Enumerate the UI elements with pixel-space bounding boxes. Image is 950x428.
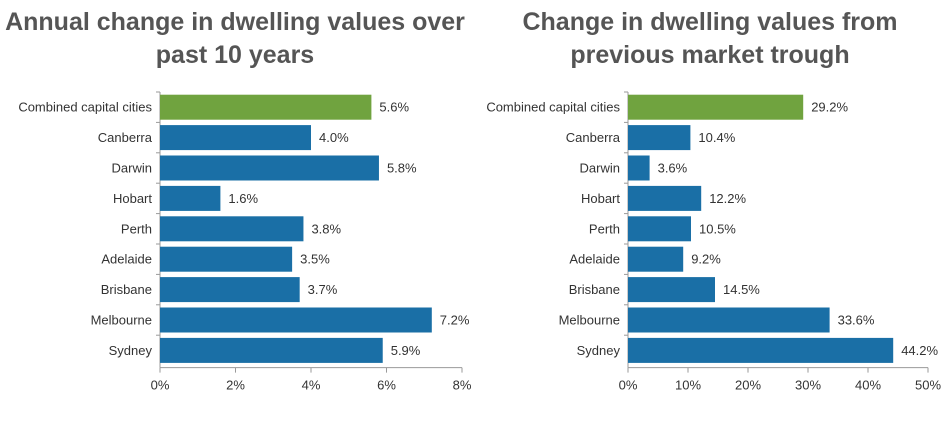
x-tick-label-left: 2% <box>226 378 245 393</box>
category-label-right: Perth <box>589 221 620 236</box>
data-label-left: 3.7% <box>308 282 338 297</box>
bar-left <box>160 307 432 333</box>
x-tick-label-right: 0% <box>619 378 638 393</box>
category-label-right: Adelaide <box>569 252 620 267</box>
data-label-left: 3.8% <box>311 221 341 236</box>
data-label-left: 5.8% <box>387 161 417 176</box>
category-label-left: Darwin <box>112 161 152 176</box>
data-label-left: 1.6% <box>228 191 258 206</box>
category-label-right: Brisbane <box>569 282 620 297</box>
x-tick-label-right: 10% <box>675 378 701 393</box>
bar-right <box>628 94 804 120</box>
category-label-right: Sydney <box>577 343 621 358</box>
category-label-left: Combined capital cities <box>18 100 152 115</box>
category-label-right: Hobart <box>581 191 620 206</box>
data-label-right: 12.2% <box>709 191 746 206</box>
bar-right <box>628 155 650 181</box>
category-label-left: Melbourne <box>91 313 152 328</box>
x-tick-label-right: 30% <box>795 378 821 393</box>
data-label-left: 5.6% <box>379 100 409 115</box>
bar-left <box>160 337 383 363</box>
x-tick-label-left: 4% <box>302 378 321 393</box>
data-label-right: 29.2% <box>811 100 848 115</box>
data-label-right: 14.5% <box>723 282 760 297</box>
bar-left <box>160 125 311 151</box>
bar-right <box>628 307 830 333</box>
category-label-right: Melbourne <box>559 313 620 328</box>
bar-left <box>160 94 372 120</box>
data-label-left: 7.2% <box>440 313 470 328</box>
bar-right <box>628 246 684 272</box>
bar-left <box>160 277 300 303</box>
data-label-left: 4.0% <box>319 130 349 145</box>
category-label-left: Perth <box>121 221 152 236</box>
x-tick-label-right: 20% <box>735 378 761 393</box>
x-tick-label-right: 50% <box>915 378 941 393</box>
data-label-left: 5.9% <box>391 343 421 358</box>
data-label-right: 44.2% <box>901 343 938 358</box>
bar-left <box>160 185 221 211</box>
category-label-left: Adelaide <box>101 252 152 267</box>
x-tick-label-left: 0% <box>151 378 170 393</box>
data-label-right: 10.4% <box>698 130 735 145</box>
x-tick-label-left: 8% <box>453 378 472 393</box>
category-label-right: Combined capital cities <box>486 100 620 115</box>
category-label-left: Canberra <box>98 130 153 145</box>
category-label-left: Sydney <box>109 343 153 358</box>
category-label-left: Hobart <box>113 191 152 206</box>
chart-title-right: Change in dwelling values from previous … <box>522 8 898 69</box>
data-label-right: 9.2% <box>691 252 721 267</box>
bar-right <box>628 216 691 242</box>
bar-right <box>628 185 702 211</box>
bar-right <box>628 125 691 151</box>
bar-right <box>628 277 715 303</box>
category-label-right: Canberra <box>566 130 621 145</box>
data-label-right: 33.6% <box>838 313 875 328</box>
data-label-left: 3.5% <box>300 252 330 267</box>
bar-left <box>160 155 379 181</box>
bar-left <box>160 216 304 242</box>
category-label-right: Darwin <box>580 161 620 176</box>
x-tick-label-right: 40% <box>855 378 881 393</box>
data-label-right: 10.5% <box>699 221 736 236</box>
category-label-left: Brisbane <box>101 282 152 297</box>
chart-title-left: Annual change in dwelling values over pa… <box>5 8 465 69</box>
data-label-right: 3.6% <box>658 161 688 176</box>
bar-left <box>160 246 293 272</box>
bar-right <box>628 337 894 363</box>
x-tick-label-left: 6% <box>377 378 396 393</box>
